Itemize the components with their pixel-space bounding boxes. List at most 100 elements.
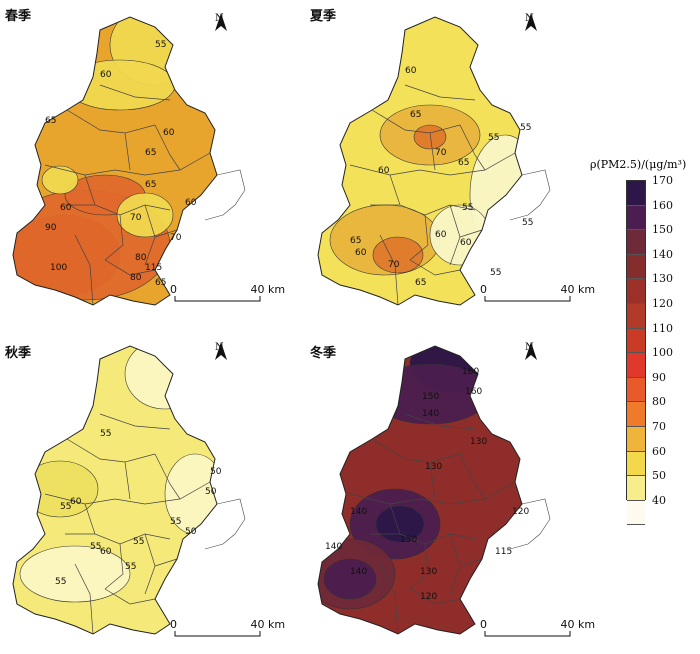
season-label: 秋季 <box>5 346 32 361</box>
contour-label: 60 <box>100 547 112 557</box>
district-boundary <box>459 453 486 500</box>
contour-label: 115 <box>145 263 162 273</box>
contour-label: 50 <box>210 467 222 477</box>
scale-bar: 0 40 km <box>480 618 595 631</box>
contour-label: 60 <box>70 497 82 507</box>
district-boundary <box>379 563 399 634</box>
contour-label: 130 <box>420 567 437 577</box>
contour-label: 55 <box>133 537 144 547</box>
contour-label: 65 <box>155 278 166 288</box>
district-boundary <box>409 214 429 261</box>
contour-label: 60 <box>60 203 72 213</box>
contour-region <box>64 59 176 111</box>
contour-label: 65 <box>458 158 469 168</box>
contour-label: 160 <box>465 387 482 397</box>
scale-bar: 0 40 km <box>170 283 285 296</box>
contour-label: 70 <box>170 233 182 243</box>
scale-bar: 0 40 km <box>170 618 285 631</box>
region-outline <box>12 345 218 635</box>
district-boundary <box>371 109 461 134</box>
scale-start: 0 <box>170 283 177 296</box>
contour-label: 65 <box>415 278 426 288</box>
legend-swatch <box>627 402 645 427</box>
contour-region <box>41 165 79 195</box>
contour-label: 130 <box>425 462 442 472</box>
contour-label: 55 <box>462 203 473 213</box>
district-boundary <box>449 565 461 595</box>
legend-swatch <box>627 476 645 501</box>
contour-label: 70 <box>435 148 447 158</box>
district-boundary <box>371 438 461 463</box>
legend-tick-label: 70 <box>652 420 666 433</box>
district-boundary <box>104 259 156 276</box>
district-boundary <box>104 588 156 605</box>
contour-label: 60 <box>435 230 447 240</box>
contour-region <box>375 505 425 543</box>
district-boundary <box>154 453 181 500</box>
legend-tick-label: 130 <box>652 272 673 286</box>
contour-region <box>116 192 174 238</box>
contour-label: 140 <box>325 542 342 552</box>
legend-tick-label: 160 <box>652 198 673 212</box>
contour-label: 55 <box>522 218 533 228</box>
scale-start: 0 <box>480 283 487 296</box>
district-boundary <box>74 563 94 634</box>
district-boundary <box>144 565 156 595</box>
legend-swatch <box>627 303 645 329</box>
contour-label: 65 <box>145 180 156 190</box>
contour-label: 65 <box>145 148 156 158</box>
district-boundary <box>66 438 156 463</box>
legend-tick-label: 50 <box>652 469 666 483</box>
legend-swatch <box>627 500 645 526</box>
district-boundary <box>349 481 516 505</box>
district-boundary <box>44 481 211 505</box>
north-arrow-icon: N <box>215 342 227 360</box>
district-boundary <box>429 461 436 500</box>
legend-swatch <box>627 353 645 378</box>
contour-label: 90 <box>45 223 57 233</box>
region-outline <box>12 16 218 306</box>
north-arrow-icon: N <box>525 13 537 31</box>
district-boundary <box>154 124 181 171</box>
district-boundary <box>429 132 436 171</box>
legend-swatch <box>627 181 645 206</box>
contour-label: 50 <box>205 487 217 497</box>
concentration-field <box>318 346 522 634</box>
district-boundary <box>99 84 171 101</box>
contour-label: 55 <box>490 268 501 278</box>
contour-label: 70 <box>130 213 142 223</box>
contour-label: 140 <box>350 567 367 577</box>
legend-colorbar <box>626 180 646 526</box>
contour-label: 60 <box>405 66 417 76</box>
contour-label: 65 <box>45 116 56 126</box>
winter-panel: 160 150 140 130 130 140 150 140 130 120 115 120 140 1… <box>310 334 620 654</box>
contour-label: 50 <box>185 527 197 537</box>
legend-tick-label: 140 <box>652 247 673 261</box>
legend-swatch <box>627 254 645 280</box>
contour-label: 140 <box>350 507 367 517</box>
scale-bar-line <box>484 296 571 302</box>
contour-label: 70 <box>388 260 400 270</box>
winter-map: 160 150 140 130 130 140 150 140 130 120 115 120 140 1… <box>317 345 571 637</box>
legend-swatch <box>627 230 645 255</box>
scale-bar-line <box>174 631 261 637</box>
district-boundary <box>449 236 461 266</box>
scale-start: 0 <box>480 618 487 631</box>
legend-tick-label: 110 <box>652 321 673 335</box>
concentration-field <box>13 17 217 305</box>
contour-label: 60 <box>100 70 112 80</box>
contour-label: 55 <box>60 502 71 512</box>
district-boundary <box>44 152 211 176</box>
contour-label: 55 <box>520 123 531 133</box>
scale-end: 40 km <box>250 618 286 631</box>
contour-label: 130 <box>470 437 487 447</box>
contour-region <box>485 528 515 600</box>
district-boundary <box>409 543 429 590</box>
contour-label: 55 <box>488 133 499 143</box>
region-outline <box>317 345 523 635</box>
contour-label: 120 <box>420 592 437 602</box>
contour-label: 60 <box>460 238 472 248</box>
